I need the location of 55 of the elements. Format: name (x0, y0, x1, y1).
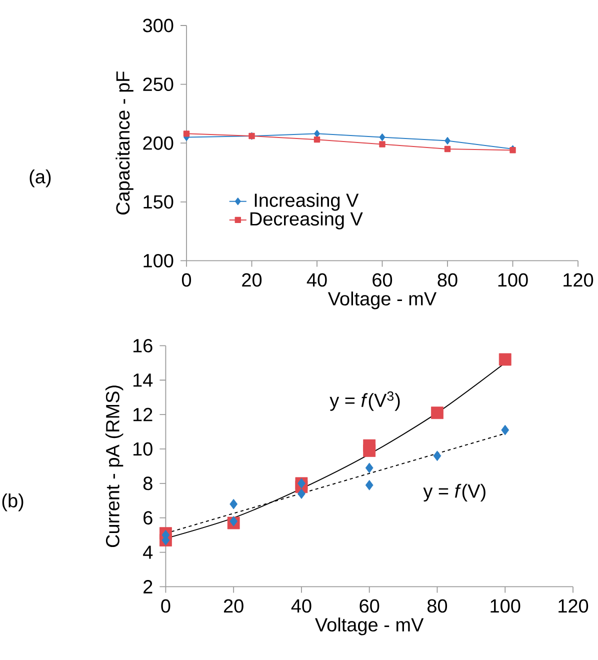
point (433, 450, 442, 462)
y-tick-label: 12 (133, 408, 152, 422)
y-axis-title: Current - pA (RMS) (105, 386, 124, 548)
point (498, 353, 512, 366)
y-tick-label: 16 (133, 338, 152, 352)
point (314, 130, 320, 138)
x-tick-label: 80 (428, 599, 448, 613)
text: (b) (2, 493, 24, 512)
y-axis-title: Capacitance - pF (116, 72, 134, 214)
y-tick-label: 200 (143, 136, 174, 150)
x-tick-label: 0 (161, 599, 170, 613)
point (444, 137, 450, 144)
x-tick-label: 40 (306, 273, 327, 287)
point (365, 462, 374, 474)
x-axis-title: Voltage - mV (328, 292, 437, 310)
x-tick-label: 0 (182, 273, 192, 287)
point (298, 478, 306, 489)
point (314, 136, 320, 143)
x-tick-label: 20 (224, 599, 244, 613)
y-tick-label: 6 (144, 511, 152, 525)
y-tick-label: 14 (133, 374, 153, 387)
point (431, 406, 444, 420)
legend-label: Decreasing V (250, 212, 363, 230)
y-tick-label: 100 (144, 254, 174, 268)
y-tick-label: 4 (143, 546, 153, 559)
x-tick-label: 120 (564, 273, 594, 287)
x-tick-label: 120 (558, 599, 588, 613)
y-tick-label: 8 (143, 476, 152, 490)
annotation: y = f(V$^{3}$) (330, 391, 400, 411)
point (298, 488, 306, 499)
point (444, 146, 451, 152)
point (183, 130, 190, 137)
point (230, 498, 238, 510)
point (379, 141, 386, 148)
point (379, 134, 386, 141)
point (365, 480, 374, 490)
x-axis-title: Voltage - mV (315, 618, 424, 636)
x-tick-label: 60 (360, 599, 380, 613)
y-tick-label: 300 (142, 18, 174, 32)
y-tick-label: 150 (144, 195, 174, 209)
point (501, 424, 510, 436)
y-tick-label: 2 (144, 580, 152, 594)
y-tick-label: 10 (133, 442, 152, 456)
legend-label: Increasing V (254, 193, 359, 211)
x-tick-label: 100 (498, 273, 528, 287)
y-tick-label: 250 (143, 78, 174, 92)
x-tick-label: 60 (372, 273, 392, 287)
x-tick-label: 100 (490, 599, 520, 613)
x-tick-label: 40 (291, 599, 312, 613)
point (363, 444, 376, 457)
text: (a) (30, 170, 51, 188)
x-tick-label: 20 (242, 273, 262, 287)
point (230, 516, 238, 526)
x-tick-label: 80 (438, 273, 458, 287)
annotation: y = f(V) (423, 484, 486, 502)
